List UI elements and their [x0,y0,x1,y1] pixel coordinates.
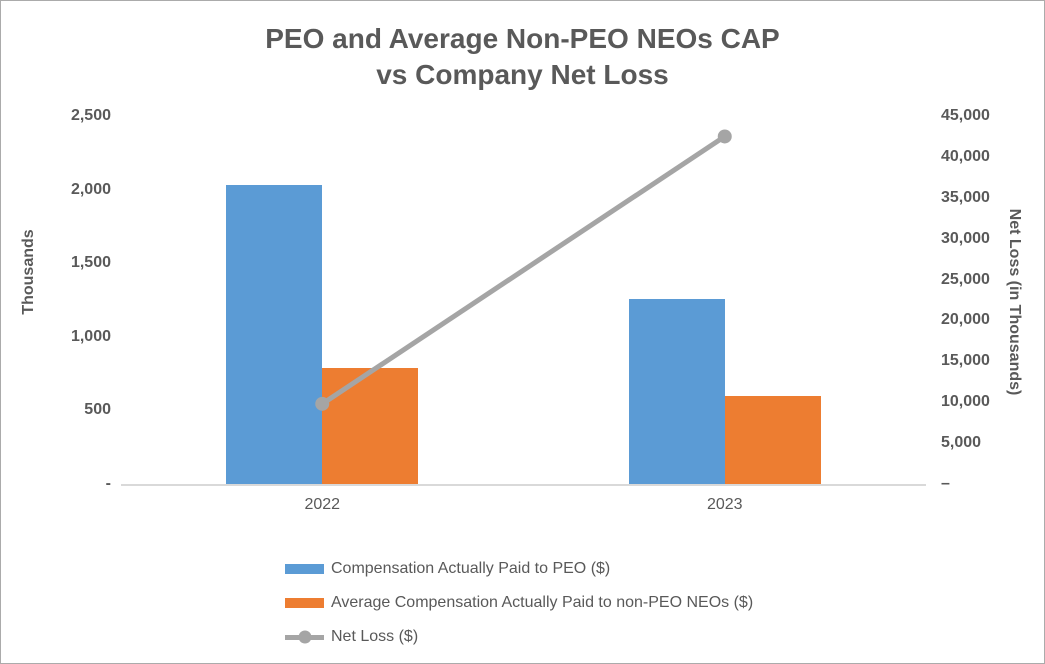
right-axis-tick-1: 5,000 [941,434,982,452]
x-axis-label-2022: 2022 [304,496,341,513]
left-axis-title: Thousands [20,229,37,315]
chart-title-line-1: PEO and Average Non-PEO NEOs CAP [265,23,780,54]
left-axis-tick-4: 2,000 [70,180,111,198]
chart-title: PEO and Average Non-PEO NEOs CAP vs Comp… [1,21,1044,93]
legend-label-peo-cap: Compensation Actually Paid to PEO ($) [331,560,611,577]
legend: Compensation Actually Paid to PEO ($) Av… [285,552,753,654]
chart-title-line-2: vs Company Net Loss [376,59,669,90]
left-axis-tick-0: - [105,475,111,492]
legend-swatch-net-loss-icon [285,630,324,644]
right-axis-tick-0: – [941,475,950,492]
legend-swatch-nonpeo-cap-icon [285,598,324,608]
net-loss-marker-2023 [717,129,732,144]
left-axis-tick-5: 2,500 [70,107,111,124]
left-axis-tick-1: 500 [84,401,111,419]
right-axis-tick-8: 40,000 [941,147,990,165]
bar-peo-cap-2022 [226,185,323,484]
legend-swatch-peo-cap-icon [285,564,324,574]
right-axis-tick-5: 25,000 [941,270,990,288]
legend-item-net-loss: Net Loss ($) [285,620,753,654]
right-axis-tick-7: 35,000 [941,188,990,206]
left-axis-tick-3: 1,500 [70,254,111,272]
right-axis-tick-3: 15,000 [941,352,990,370]
left-axis-tick-2: 1,000 [70,327,111,345]
right-axis-tick-4: 20,000 [941,311,990,329]
bar-nonpeo-cap-2022 [322,367,419,484]
bar-peo-cap-2023 [628,298,725,484]
x-axis-label-2023: 2023 [706,496,743,513]
x-axis-line [121,484,926,486]
legend-item-peo-cap: Compensation Actually Paid to PEO ($) [285,552,753,586]
legend-item-nonpeo-cap: Average Compensation Actually Paid to no… [285,586,753,620]
right-axis-tick-6: 30,000 [941,229,990,247]
right-axis-tick-9: 45,000 [941,107,990,124]
legend-label-nonpeo-cap: Average Compensation Actually Paid to no… [331,594,754,611]
bar-nonpeo-cap-2023 [724,395,821,484]
right-axis-title: Net Loss (in Thousands) [1006,208,1023,396]
legend-dot-net-loss-icon [298,630,311,644]
legend-label-net-loss: Net Loss ($) [331,628,419,645]
right-axis-tick-2: 10,000 [941,393,990,411]
